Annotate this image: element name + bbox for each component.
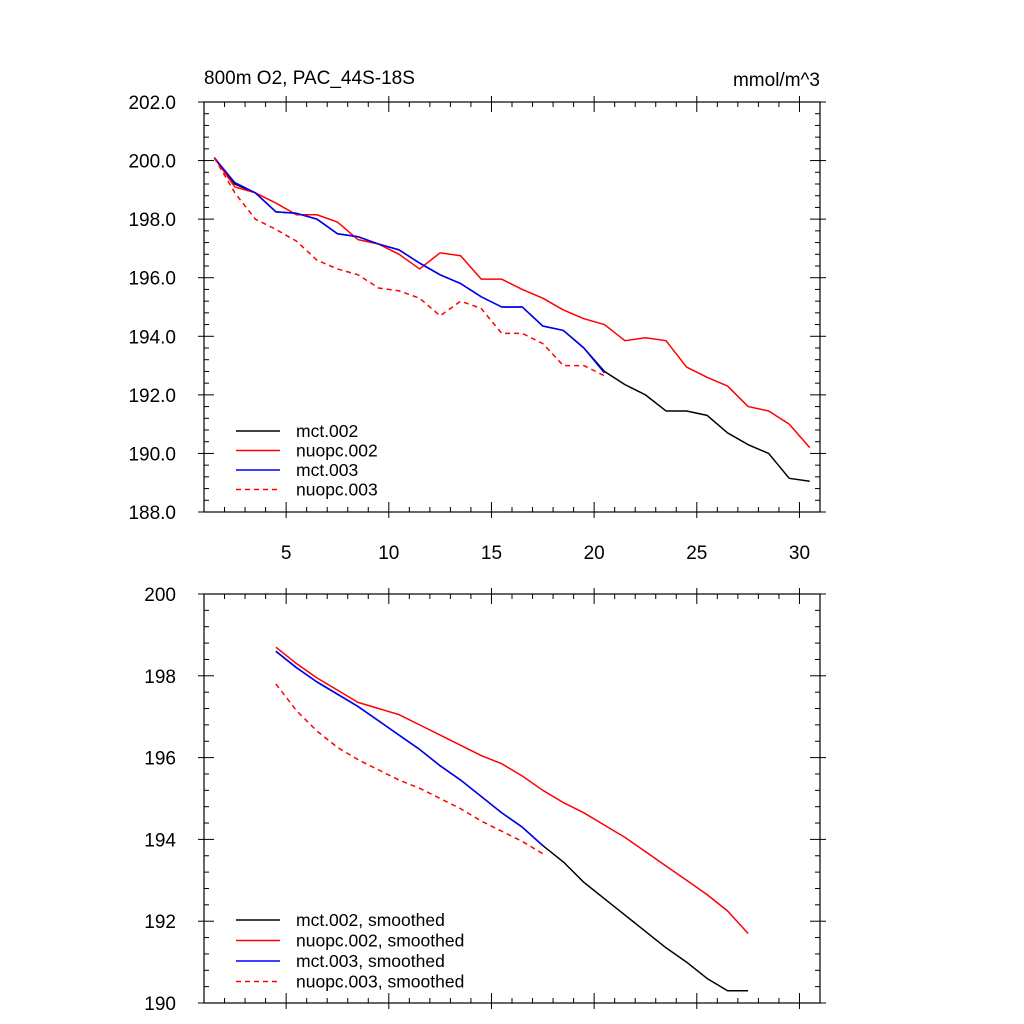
top-series-line-3	[213, 157, 605, 377]
top-plot-area: 188.0 190.0 192.0 194.0 196.0 198.0 200.0 202.0…	[128, 93, 826, 564]
bottom-legend-label-0: mct.002, smoothed	[296, 910, 445, 930]
top-y-tick-label: 192.0	[128, 386, 176, 407]
bottom-legend-label-1: nuopc.002, smoothed	[296, 931, 464, 951]
top-legend-label-1: nuopc.002	[296, 441, 378, 461]
top-chart-title: 800m O2, PAC_44S-18S	[204, 68, 415, 89]
top-series-line-1	[213, 157, 811, 449]
bottom-series-line-1	[275, 646, 749, 934]
bottom-plot-area: 190 192 194 196 198 200	[144, 585, 826, 1015]
top-y-tick-label: 190.0	[128, 444, 176, 465]
bottom-legend-label-2: mct.003, smoothed	[296, 951, 445, 971]
top-x-tick-label: 15	[481, 543, 502, 564]
top-y-tick-label: 188.0	[128, 503, 176, 524]
bottom-y-tick-label: 200	[144, 585, 176, 606]
top-x-tick-label: 10	[378, 543, 399, 564]
bottom-y-tick-label: 196	[144, 749, 176, 770]
top-y-tick-label: 198.0	[128, 210, 176, 231]
top-axes-frame	[203, 101, 821, 513]
top-legend-label-3: nuopc.003	[296, 480, 378, 500]
top-legend-label-2: mct.003	[296, 460, 358, 480]
top-x-tick-label: 30	[789, 543, 810, 564]
top-y-tick-label: 202.0	[128, 93, 176, 114]
bottom-axes-frame	[203, 593, 821, 1004]
top-x-tick-label: 20	[584, 543, 605, 564]
top-panel: 800m O2, PAC_44S-18S mmol/m^3 188.0 190.0…	[128, 68, 826, 564]
top-units-label: mmol/m^3	[733, 70, 820, 91]
top-x-tick-label: 25	[686, 543, 707, 564]
top-y-tick-label: 200.0	[128, 152, 176, 173]
top-legend-label-0: mct.002	[296, 421, 358, 441]
bottom-legend-label-3: nuopc.003, smoothed	[296, 972, 464, 992]
bottom-series-line-3	[275, 683, 544, 855]
bottom-y-tick-label: 192	[144, 912, 176, 933]
top-series-line-2	[213, 157, 605, 374]
top-y-tick-label: 194.0	[128, 327, 176, 348]
bottom-y-tick-label: 190	[144, 994, 176, 1015]
top-y-tick-label: 196.0	[128, 269, 176, 290]
top-x-tick-label: 5	[281, 543, 292, 564]
top-ticks	[198, 96, 826, 518]
bottom-series-line-2	[275, 650, 544, 847]
bottom-y-tick-label: 194	[144, 830, 176, 851]
bottom-y-tick-label: 198	[144, 667, 176, 688]
